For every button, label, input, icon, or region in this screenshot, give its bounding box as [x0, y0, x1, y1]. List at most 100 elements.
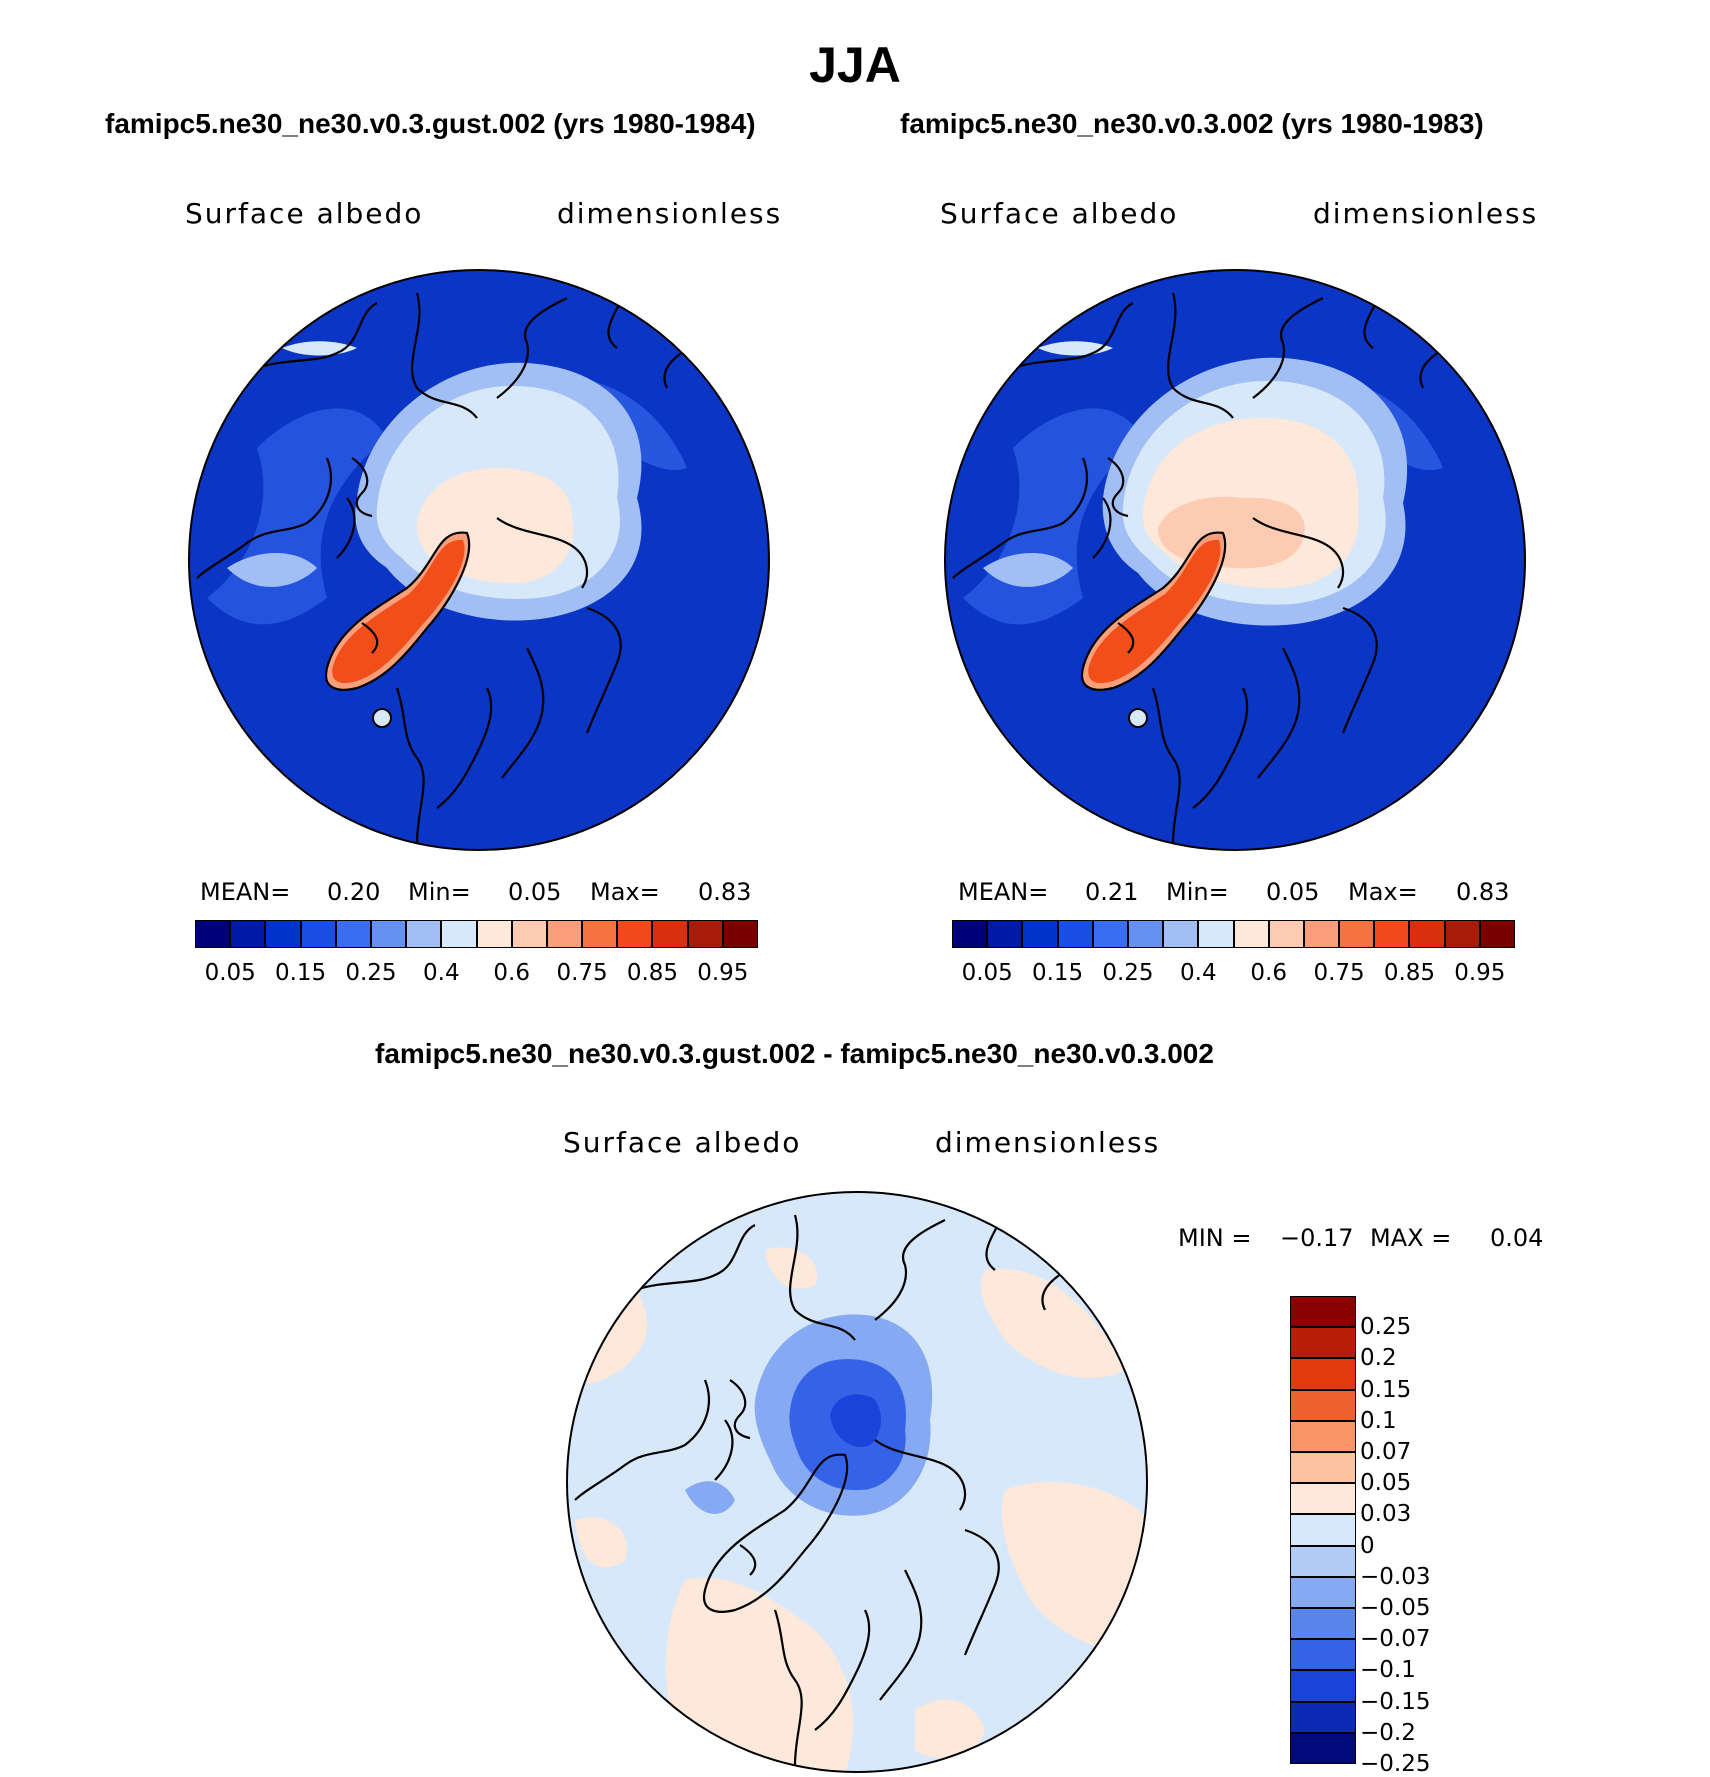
colorbar-tick-label: −0.05	[1360, 1595, 1431, 1621]
colorbar-tick-label: 0.25	[345, 960, 397, 986]
colorbar-swatch	[1339, 920, 1375, 948]
colorbar-swatch	[1290, 1420, 1356, 1452]
colorbar-swatch	[1290, 1452, 1356, 1484]
units-label-difference: dimensionless	[935, 1126, 1161, 1159]
colorbar-tick-label: 0.95	[697, 960, 749, 986]
colorbar-swatch	[1290, 1358, 1356, 1390]
colorbar-swatch	[1233, 920, 1269, 948]
colorbar-tick-label: 0.05	[961, 960, 1013, 986]
colorbar-control	[952, 920, 1515, 948]
colorbar-swatch	[1409, 920, 1445, 948]
variable-label-difference: Surface albedo	[563, 1126, 802, 1159]
stat-max-label-difference: MAX =	[1370, 1224, 1452, 1252]
colorbar-swatch	[1163, 920, 1199, 948]
panel-title-control: famipc5.ne30_ne30.v0.3.002 (yrs 1980-198…	[900, 108, 1484, 139]
colorbar-tick-label: −0.2	[1360, 1719, 1416, 1746]
colorbar-swatch	[511, 920, 547, 948]
stat-max-label-test: Max=	[590, 878, 660, 906]
colorbar-swatch	[987, 920, 1023, 948]
stat-min-label-test: Min=	[408, 878, 471, 906]
colorbar-tick-label: 0.05	[204, 960, 256, 986]
colorbar-swatch	[722, 920, 758, 948]
colorbar-swatch	[1290, 1608, 1356, 1640]
colorbar-tick-label: 0.4	[423, 960, 460, 986]
colorbar-swatch	[1290, 1701, 1356, 1733]
stat-min-label-difference: MIN =	[1178, 1224, 1252, 1252]
colorbar-tick-label: 0.25	[1102, 960, 1154, 986]
colorbar-swatch	[1290, 1296, 1356, 1328]
variable-label-control: Surface albedo	[940, 197, 1179, 230]
colorbar-swatch	[265, 920, 301, 948]
colorbar-swatch	[335, 920, 371, 948]
colorbar-swatch	[1479, 920, 1515, 948]
colorbar-tick-label: 0	[1360, 1532, 1375, 1559]
colorbar-swatch	[1290, 1639, 1356, 1671]
colorbar-tick-label: 0.6	[1250, 960, 1287, 986]
colorbar-swatch	[1057, 920, 1093, 948]
map-difference	[566, 1191, 1148, 1773]
colorbar-tick-label: 0.75	[556, 960, 608, 986]
colorbar-test	[195, 920, 758, 948]
colorbar-swatch	[1092, 920, 1128, 948]
colorbar-swatch	[300, 920, 336, 948]
colorbar-swatch	[1127, 920, 1164, 948]
greenland	[332, 539, 465, 684]
colorbar-swatch	[195, 920, 231, 948]
stat-max-value-test: 0.83	[698, 878, 752, 906]
colorbar-swatch	[1022, 920, 1058, 948]
colorbar-swatch	[1268, 920, 1304, 948]
colorbar-difference	[1290, 1296, 1356, 1764]
colorbar-swatch	[230, 920, 266, 948]
stat-mean-label-control: MEAN=	[958, 878, 1049, 906]
map-test	[188, 269, 770, 851]
colorbar-tick-label: 0.75	[1313, 960, 1365, 986]
colorbar-tick-label: 0.25	[1360, 1314, 1412, 1341]
colorbar-tick-label: 0.03	[1360, 1501, 1412, 1528]
colorbar-tick-label: 0.15	[1360, 1376, 1412, 1403]
colorbar-tick-label: 0.95	[1454, 960, 1506, 986]
colorbar-swatch	[1290, 1389, 1356, 1421]
colorbar-tick-label: −0.25	[1360, 1751, 1431, 1777]
figure-title: JJA	[809, 37, 901, 93]
map-control	[944, 269, 1526, 851]
colorbar-swatch	[1290, 1732, 1356, 1764]
colorbar-tick-label: 0.2	[1360, 1345, 1397, 1372]
colorbar-swatch	[1198, 920, 1234, 948]
stat-min-label-control: Min=	[1166, 878, 1229, 906]
colorbar-swatch	[406, 920, 442, 948]
colorbar-tick-label: −0.07	[1360, 1626, 1431, 1653]
colorbar-tick-label: 0.85	[626, 960, 679, 986]
colorbar-swatch	[370, 920, 407, 948]
colorbar-tick-label: 0.1	[1360, 1407, 1397, 1434]
colorbar-swatch	[1444, 920, 1480, 948]
colorbar-tick-label: 0.15	[274, 960, 327, 986]
colorbar-swatch	[1290, 1670, 1356, 1702]
colorbar-tick-label: 0.07	[1360, 1439, 1412, 1465]
colorbar-swatch	[617, 920, 653, 948]
stat-min-value-control: 0.05	[1266, 878, 1320, 906]
colorbar-tick-label: −0.03	[1360, 1563, 1431, 1590]
units-label-test: dimensionless	[557, 197, 783, 230]
panel-title-test: famipc5.ne30_ne30.v0.3.gust.002 (yrs 198…	[105, 108, 756, 139]
colorbar-swatch	[687, 920, 723, 948]
colorbar-swatch	[1290, 1545, 1356, 1577]
stat-mean-value-control: 0.21	[1085, 878, 1139, 906]
colorbar-ticks-control: 0.05 0.15 0.25 0.4 0.6 0.75 0.85 0.95	[952, 960, 1515, 990]
colorbar-swatch	[952, 920, 988, 948]
colorbar-swatch	[546, 920, 583, 948]
colorbar-tick-label: −0.15	[1360, 1688, 1431, 1715]
stat-max-label-control: Max=	[1348, 878, 1418, 906]
colorbar-ticks-test: 0.05 0.15 0.25 0.4 0.6 0.75 0.85 0.95	[195, 960, 758, 990]
colorbar-tick-label: 0.6	[493, 960, 530, 986]
greenland	[1088, 539, 1221, 684]
colorbar-tick-label: −0.1	[1360, 1657, 1416, 1684]
colorbar-swatch	[652, 920, 688, 948]
stat-min-value-test: 0.05	[508, 878, 562, 906]
colorbar-swatch	[582, 920, 618, 948]
colorbar-swatch	[1290, 1514, 1356, 1546]
colorbar-swatch	[1290, 1327, 1356, 1359]
units-label-control: dimensionless	[1313, 197, 1539, 230]
panel-title-difference: famipc5.ne30_ne30.v0.3.gust.002 - famipc…	[375, 1038, 1214, 1069]
variable-label-test: Surface albedo	[185, 197, 424, 230]
colorbar-swatch	[476, 920, 512, 948]
